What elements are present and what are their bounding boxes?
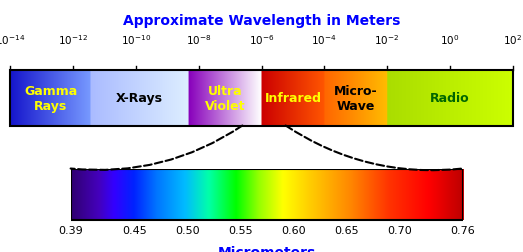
Text: 0.55: 0.55: [228, 225, 253, 235]
Text: $10^{-14}$: $10^{-14}$: [0, 33, 26, 47]
Text: 0.70: 0.70: [387, 225, 412, 235]
Text: $10^{-12}$: $10^{-12}$: [58, 33, 88, 47]
Text: $10^{2}$: $10^{2}$: [503, 33, 522, 47]
Text: $10^{-8}$: $10^{-8}$: [186, 33, 211, 47]
Text: Infrared: Infrared: [265, 92, 321, 105]
Text: $10^{0}$: $10^{0}$: [440, 33, 460, 47]
Text: 0.60: 0.60: [281, 225, 305, 235]
Text: 0.45: 0.45: [122, 225, 146, 235]
Bar: [10, 70, 513, 126]
Text: $10^{-2}$: $10^{-2}$: [374, 33, 400, 47]
Text: Radio: Radio: [430, 92, 470, 105]
Text: 0.39: 0.39: [58, 225, 83, 235]
Text: $10^{-10}$: $10^{-10}$: [121, 33, 151, 47]
Text: $10^{-4}$: $10^{-4}$: [312, 33, 337, 47]
Text: Micro-
Wave: Micro- Wave: [334, 84, 378, 112]
Text: X-Rays: X-Rays: [116, 92, 163, 105]
Text: 0.65: 0.65: [334, 225, 359, 235]
Text: Approximate Wavelength in Meters: Approximate Wavelength in Meters: [123, 14, 400, 28]
Text: 0.50: 0.50: [175, 225, 200, 235]
Text: Micrometers: Micrometers: [218, 245, 316, 252]
Text: 0.76: 0.76: [450, 225, 475, 235]
Text: Ultra
Violet: Ultra Violet: [205, 84, 245, 112]
Bar: [71, 169, 463, 220]
Text: $10^{-6}$: $10^{-6}$: [249, 33, 274, 47]
Text: Gamma
Rays: Gamma Rays: [24, 84, 77, 112]
